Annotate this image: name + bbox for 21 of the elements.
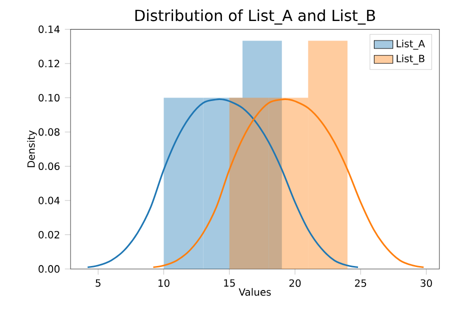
line-series bbox=[152, 98, 424, 268]
x-axis-title: Values bbox=[238, 288, 271, 296]
y-tick-label: 0.12 bbox=[38, 60, 60, 68]
x-tick-label: 25 bbox=[355, 279, 366, 287]
y-tick-label: 0.04 bbox=[38, 196, 60, 204]
x-tick-label: 10 bbox=[158, 279, 170, 287]
y-tick-label: 0.10 bbox=[38, 94, 60, 102]
legend-label: List_A bbox=[396, 40, 425, 50]
line-series bbox=[86, 98, 359, 268]
y-tick-label: 0.02 bbox=[38, 230, 60, 238]
y-axis-title: Density bbox=[27, 130, 37, 168]
x-tick-label: 20 bbox=[289, 279, 301, 287]
y-tick-label: 0.14 bbox=[38, 25, 60, 33]
x-tick-label: 5 bbox=[96, 279, 100, 287]
legend-label: List_B bbox=[396, 54, 424, 64]
y-tick-label: 0.00 bbox=[38, 265, 60, 273]
y-tick-label: 0.06 bbox=[38, 162, 60, 170]
x-tick-label: 30 bbox=[420, 279, 432, 287]
chart-title: Distribution of List_A and List_B bbox=[135, 9, 375, 24]
y-tick-label: 0.08 bbox=[38, 128, 60, 136]
x-tick-label: 15 bbox=[224, 279, 235, 287]
